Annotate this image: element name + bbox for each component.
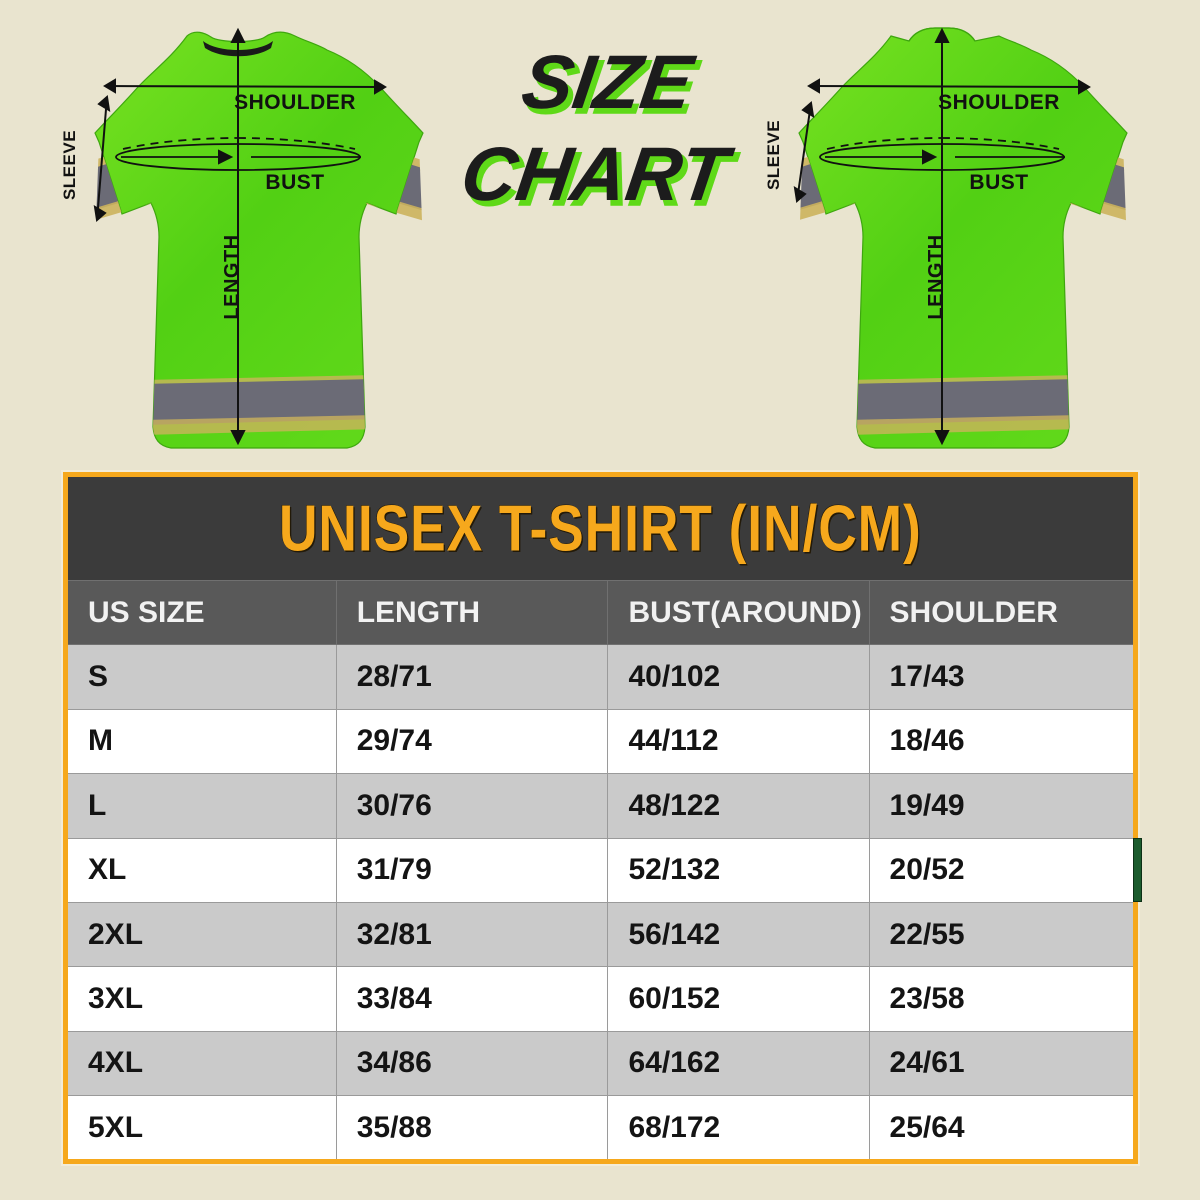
- svg-text:LENGTH: LENGTH: [221, 234, 243, 319]
- svg-text:SHOULDER: SHOULDER: [938, 91, 1060, 114]
- svg-text:BUST: BUST: [969, 171, 1028, 194]
- svg-text:CHART: CHART: [456, 132, 739, 217]
- svg-text:SIZE: SIZE: [517, 40, 700, 125]
- svg-text:SHOULDER: SHOULDER: [234, 91, 356, 114]
- svg-text:SLEEVE: SLEEVE: [60, 130, 79, 200]
- svg-text:LENGTH: LENGTH: [925, 234, 947, 319]
- svg-text:BUST: BUST: [265, 171, 324, 194]
- svg-text:SLEEVE: SLEEVE: [764, 120, 783, 190]
